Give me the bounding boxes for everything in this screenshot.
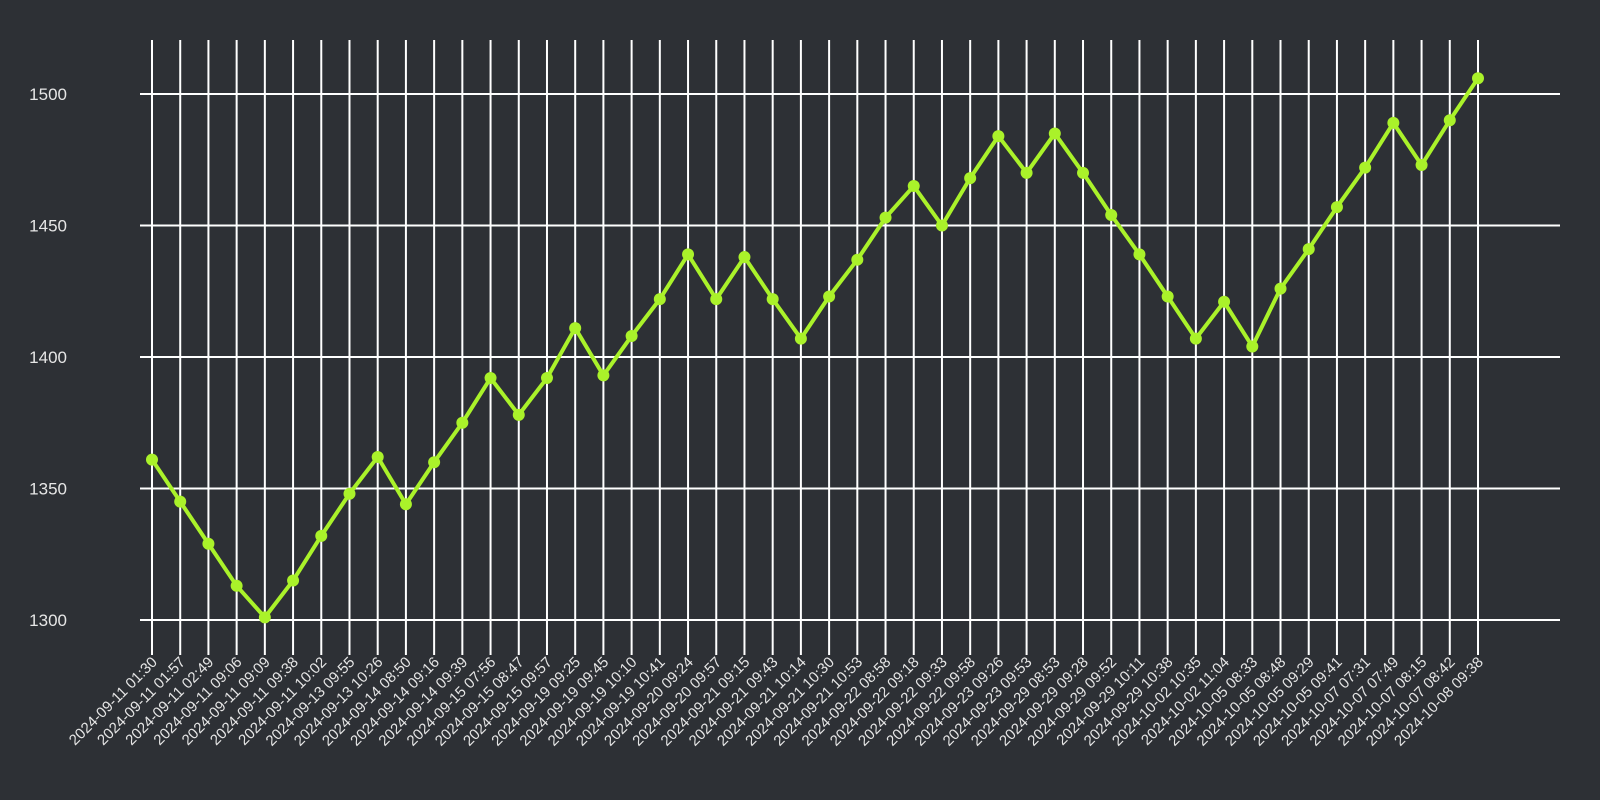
data-point (1077, 166, 1090, 179)
data-point (540, 372, 553, 385)
data-point (1161, 290, 1174, 303)
data-point (371, 450, 384, 463)
y-tick-label: 1450 (29, 217, 67, 236)
data-point (1274, 282, 1287, 295)
data-point (1359, 161, 1372, 174)
data-point (343, 487, 356, 500)
data-point (1472, 72, 1484, 85)
data-point (738, 251, 751, 264)
data-point (1105, 208, 1118, 221)
data-point (823, 290, 836, 303)
data-point (935, 219, 948, 232)
data-point (512, 408, 525, 421)
data-point (653, 293, 666, 306)
y-tick-label: 1300 (29, 611, 67, 630)
series-layer (146, 72, 1484, 624)
data-point (1443, 114, 1456, 127)
y-tick-label: 1350 (29, 480, 67, 499)
y-gridlines (140, 93, 1560, 621)
data-point (399, 498, 412, 511)
data-point (964, 172, 977, 185)
data-point (484, 372, 497, 385)
data-point (315, 529, 328, 542)
data-point (597, 369, 610, 382)
data-point (174, 495, 187, 508)
data-point (1330, 201, 1343, 214)
y-axis-tick-labels: 1300 1350 1400 1450 1500 (29, 85, 67, 630)
y-tick-label: 1500 (29, 85, 67, 104)
data-point (851, 253, 864, 266)
data-point (202, 537, 215, 550)
data-point (1020, 166, 1033, 179)
data-point (1133, 248, 1146, 261)
y-tick-label: 1400 (29, 348, 67, 367)
data-point (1189, 332, 1202, 345)
data-point (258, 611, 271, 624)
data-point (146, 453, 158, 466)
data-point (456, 416, 469, 429)
data-point (1246, 340, 1259, 353)
data-point (992, 130, 1005, 143)
data-point (287, 574, 300, 587)
data-point (428, 456, 441, 469)
series-line (150, 76, 1480, 620)
data-point (1387, 116, 1400, 129)
data-point (1218, 295, 1231, 308)
data-point (682, 248, 695, 261)
data-point (1415, 159, 1428, 172)
x-gridlines (151, 40, 1479, 655)
data-point (1302, 243, 1315, 256)
data-point (766, 293, 779, 306)
data-point (569, 322, 582, 335)
data-point (1048, 127, 1061, 140)
data-point (794, 332, 807, 345)
data-point (879, 211, 892, 224)
data-point (710, 293, 723, 306)
data-point (907, 180, 920, 193)
data-point (625, 329, 638, 342)
data-point (230, 579, 243, 592)
